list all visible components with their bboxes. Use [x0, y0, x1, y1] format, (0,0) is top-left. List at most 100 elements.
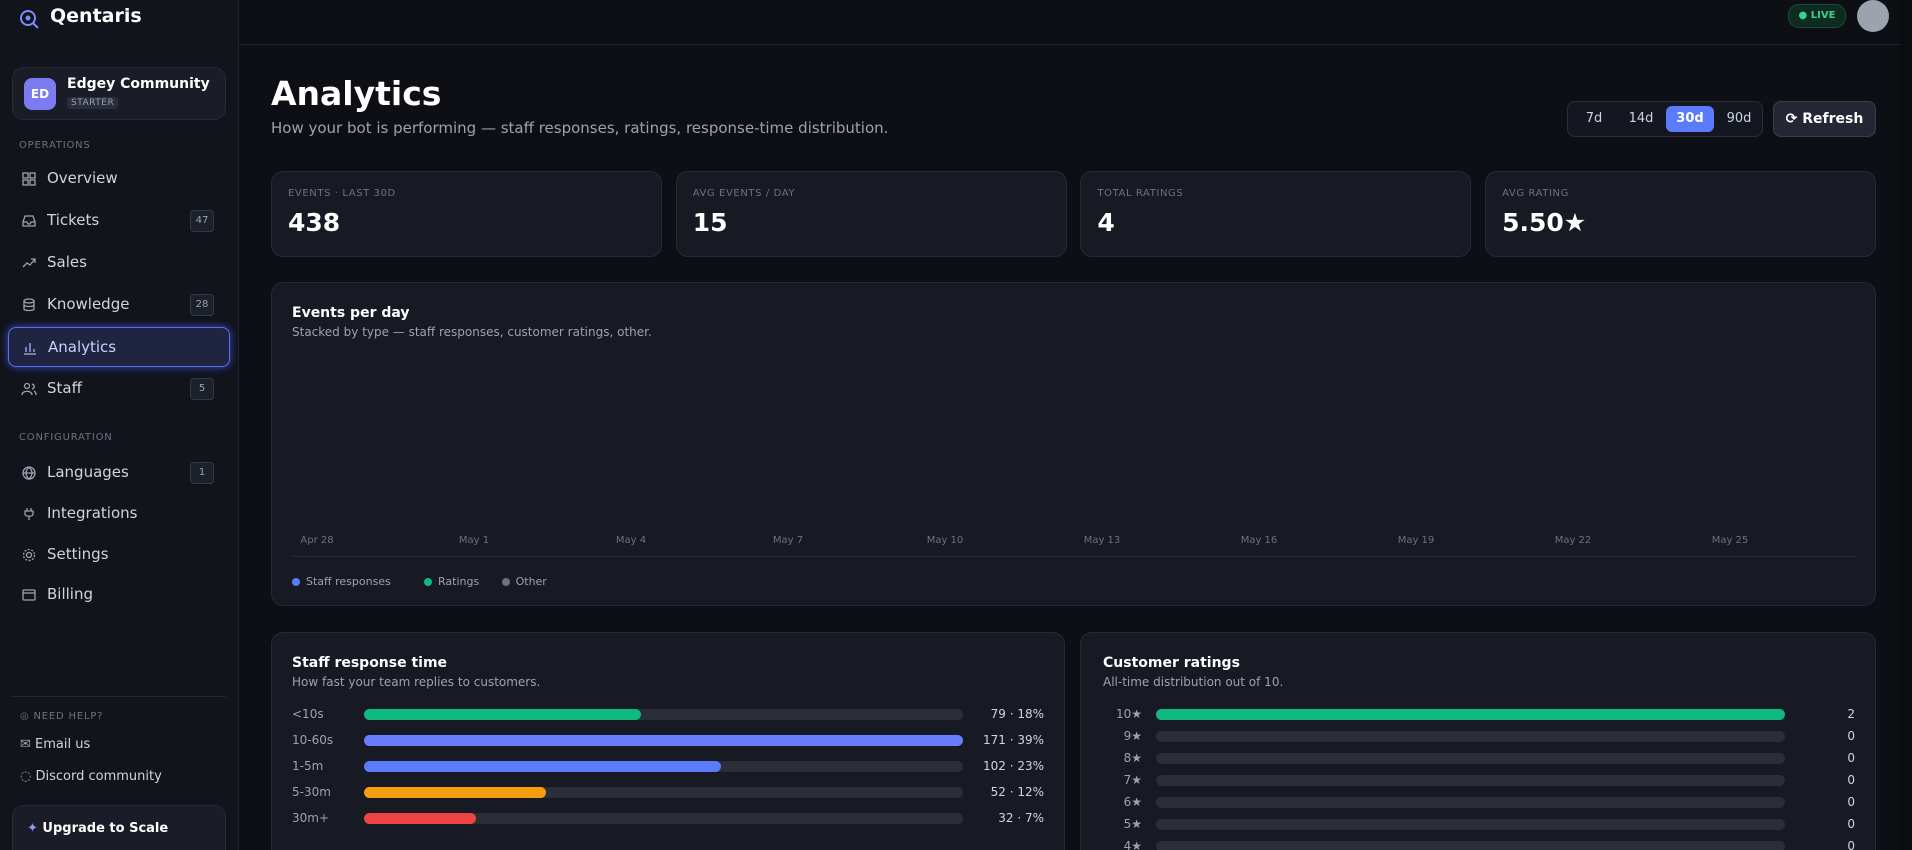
refresh-text: Refresh [1802, 111, 1864, 127]
value-label: 0 [1847, 751, 1855, 765]
nav-item[interactable]: Sales [8, 243, 230, 283]
page-subtitle: How your bot is performing — staff respo… [271, 119, 889, 137]
x-tick-label: Apr 28 [300, 535, 334, 546]
nav-icon [22, 215, 36, 227]
bar-track [1156, 753, 1785, 764]
help-title: ◎ NEED HELP? [20, 711, 104, 722]
org-card[interactable]: ED Edgey Community STARTER [12, 67, 226, 120]
x-tick-label: May 19 [1397, 535, 1435, 546]
divider [292, 556, 1857, 557]
nav-item[interactable]: Analytics [8, 327, 230, 367]
bar-track [1156, 775, 1785, 786]
help-link[interactable]: ✉ Email us [20, 737, 91, 752]
stat-card: EVENTS · LAST 30D 438 [271, 171, 662, 257]
nav-icon [23, 298, 35, 312]
divider [12, 696, 226, 697]
nav-item[interactable]: Settings [8, 535, 230, 575]
logo [20, 10, 39, 29]
nav-label: Languages [47, 463, 129, 481]
stat-value: 5.50★ [1502, 208, 1587, 237]
range-button[interactable]: 14d [1628, 111, 1654, 126]
value-label: 0 [1847, 795, 1855, 809]
org-avatar: ED [24, 78, 56, 110]
row-label: 10★ [1115, 707, 1142, 721]
stat-value: 438 [288, 208, 341, 237]
scrollbar[interactable] [1900, 0, 1912, 850]
nav-item[interactable]: Tickets 47 [8, 201, 230, 241]
row-label: 9★ [1123, 729, 1142, 743]
nav-label: Settings [47, 545, 109, 563]
stat-label: TOTAL RATINGS [1097, 188, 1184, 199]
brand: Qentaris [50, 5, 142, 27]
stat-label: AVG RATING [1502, 188, 1569, 199]
range-button[interactable]: 30d [1666, 106, 1714, 132]
upgrade-button[interactable]: ✦ Upgrade to Scale [12, 805, 226, 850]
row-label: 7★ [1123, 773, 1142, 787]
bar-track [364, 813, 963, 824]
nav-item[interactable]: Languages 1 [8, 453, 230, 493]
row-label: 8★ [1123, 751, 1142, 765]
card-title: Events per day [292, 305, 410, 321]
nav-item[interactable]: Staff 5 [8, 369, 230, 409]
nav-item[interactable]: Knowledge 28 [8, 285, 230, 325]
refresh-button[interactable]: ⟳ Refresh [1773, 101, 1876, 137]
stat-label: EVENTS · LAST 30D [288, 188, 396, 199]
stat-value: 4 [1097, 208, 1115, 237]
legend-label: Other [515, 575, 547, 588]
card-subtitle: All-time distribution out of 10. [1103, 675, 1284, 689]
value-label: 79 · 18% [990, 707, 1044, 721]
nav-item[interactable]: Overview [8, 159, 230, 199]
stat-label: AVG EVENTS / DAY [692, 188, 796, 199]
org-plan: STARTER [67, 97, 119, 109]
stat-value: 15 [692, 208, 728, 237]
card-subtitle: Stacked by type — staff responses, custo… [292, 325, 652, 339]
bar-track [1156, 709, 1785, 720]
value-label: 0 [1847, 729, 1855, 743]
value-label: 52 · 12% [990, 785, 1044, 799]
row-label: 4★ [1123, 839, 1142, 850]
x-tick-label: May 1 [458, 535, 490, 546]
org-name: Edgey Community [67, 76, 210, 92]
value-label: 32 · 7% [998, 811, 1044, 825]
nav-badge: 5 [190, 378, 214, 400]
bar [364, 787, 547, 798]
range-button[interactable]: 90d [1726, 111, 1752, 126]
card-subtitle: How fast your team replies to customers. [292, 675, 541, 689]
range-button[interactable]: 7d [1585, 111, 1603, 126]
card-title: Staff response time [292, 655, 448, 671]
nav-item[interactable]: Integrations [8, 494, 230, 534]
help-link[interactable]: ◌ Discord community [20, 769, 162, 784]
legend-label: Ratings [438, 575, 480, 588]
legend-label: Staff responses [306, 575, 391, 588]
bar [364, 735, 963, 746]
value-label: 171 · 39% [982, 733, 1044, 747]
nav-icon [21, 382, 37, 396]
row-label: 5★ [1123, 817, 1142, 831]
nav-icon [22, 466, 36, 480]
bar-track [364, 735, 963, 746]
stat-card: AVG RATING 5.50★ [1485, 171, 1877, 257]
nav-icon [22, 548, 36, 562]
x-tick-label: May 25 [1711, 535, 1749, 546]
nav-icon [22, 258, 36, 268]
legend-swatch [292, 577, 300, 586]
nav-label: Billing [47, 585, 93, 603]
bar-track [364, 709, 963, 720]
row-label: 10-60s [292, 733, 334, 747]
ratings-card: Customer ratings All-time distribution o… [1080, 632, 1876, 850]
nav-label: Overview [47, 169, 118, 187]
legend-swatch [424, 577, 432, 586]
bar-track [364, 761, 963, 772]
nav-label: Tickets [47, 211, 100, 229]
response-time-card: Staff response time How fast your team r… [271, 632, 1065, 850]
nav-badge: 1 [190, 462, 214, 484]
x-tick-label: May 13 [1083, 535, 1121, 546]
help-title-text: NEED HELP? [33, 711, 104, 722]
nav-item[interactable]: Billing [8, 575, 230, 615]
x-tick-label: May 22 [1554, 535, 1592, 546]
bar-track [1156, 731, 1785, 742]
row-label: 30m+ [292, 811, 330, 825]
user-avatar[interactable] [1857, 0, 1889, 32]
nav-icon [22, 589, 36, 601]
